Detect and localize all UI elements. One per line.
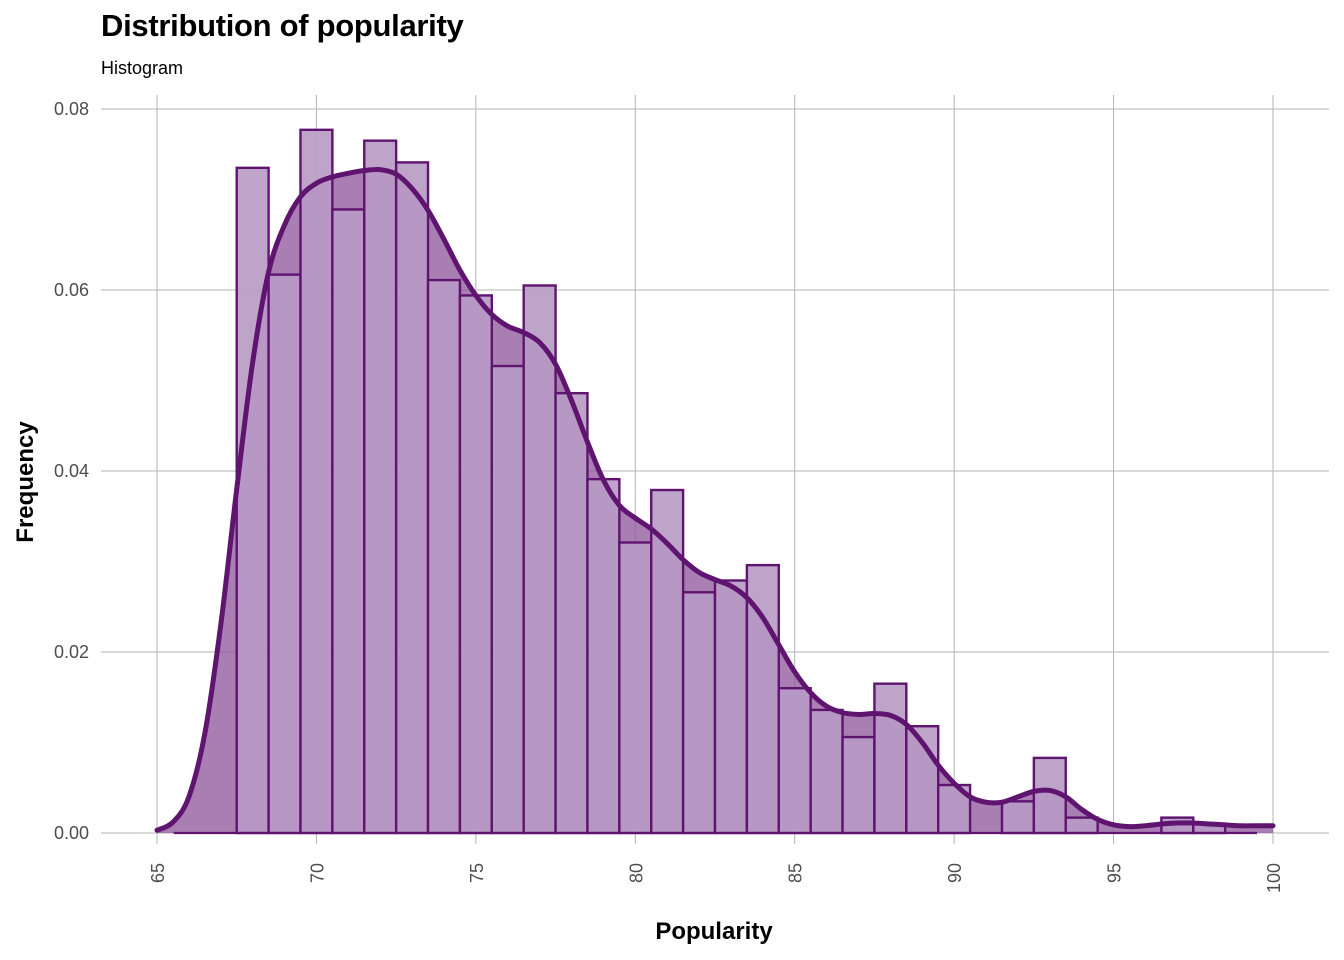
x-tick-label: 65 <box>148 863 168 883</box>
y-tick-label: 0.06 <box>54 280 89 300</box>
density-curve <box>154 166 1276 833</box>
histogram-bar <box>522 284 557 835</box>
x-tick-label: 100 <box>1264 863 1284 893</box>
y-tick-label: 0.02 <box>54 642 89 662</box>
x-tick-label: 80 <box>626 863 646 883</box>
histogram-bars <box>173 128 1258 835</box>
histogram-bar <box>267 273 302 835</box>
x-tick-label: 90 <box>945 863 965 883</box>
histogram-bar <box>458 294 493 835</box>
histogram-bar <box>235 166 270 835</box>
histogram-bar <box>777 687 812 835</box>
histogram-bar <box>618 541 653 835</box>
histogram-bar <box>490 364 525 835</box>
y-tick-label: 0.08 <box>54 99 89 119</box>
histogram-bar <box>873 682 908 835</box>
histogram-bar <box>554 391 589 835</box>
histogram-bar <box>331 208 366 835</box>
x-tick-label: 75 <box>467 863 487 883</box>
histogram-bar <box>426 278 462 835</box>
y-tick-label: 0.00 <box>54 823 89 843</box>
y-tick-label: 0.04 <box>54 461 89 481</box>
histogram-bar <box>1064 816 1099 835</box>
axis-ticks: 0.00 0.02 0.04 0.06 0.08 65 70 75 80 85 90 95 100 <box>54 99 1284 893</box>
histogram-bar <box>713 579 749 835</box>
y-axis-title: Frequency <box>12 421 39 543</box>
x-tick-label: 95 <box>1105 863 1125 883</box>
histogram-bar <box>809 708 844 835</box>
histogram-bar <box>363 139 398 835</box>
histogram-bar <box>394 161 430 835</box>
histogram-bar <box>586 477 621 835</box>
histogram-bar <box>745 563 780 835</box>
histogram-bar <box>681 591 717 835</box>
x-axis-title: Popularity <box>655 918 773 945</box>
histogram-bar <box>841 735 876 835</box>
chart-title: Distribution of popularity <box>101 8 464 43</box>
x-tick-label: 85 <box>786 863 806 883</box>
x-tick-label: 70 <box>307 863 327 883</box>
chart-subtitle: Histogram <box>101 58 184 78</box>
histogram-bar <box>299 128 334 835</box>
density-line <box>154 166 1276 833</box>
histogram-bar <box>1000 800 1036 835</box>
